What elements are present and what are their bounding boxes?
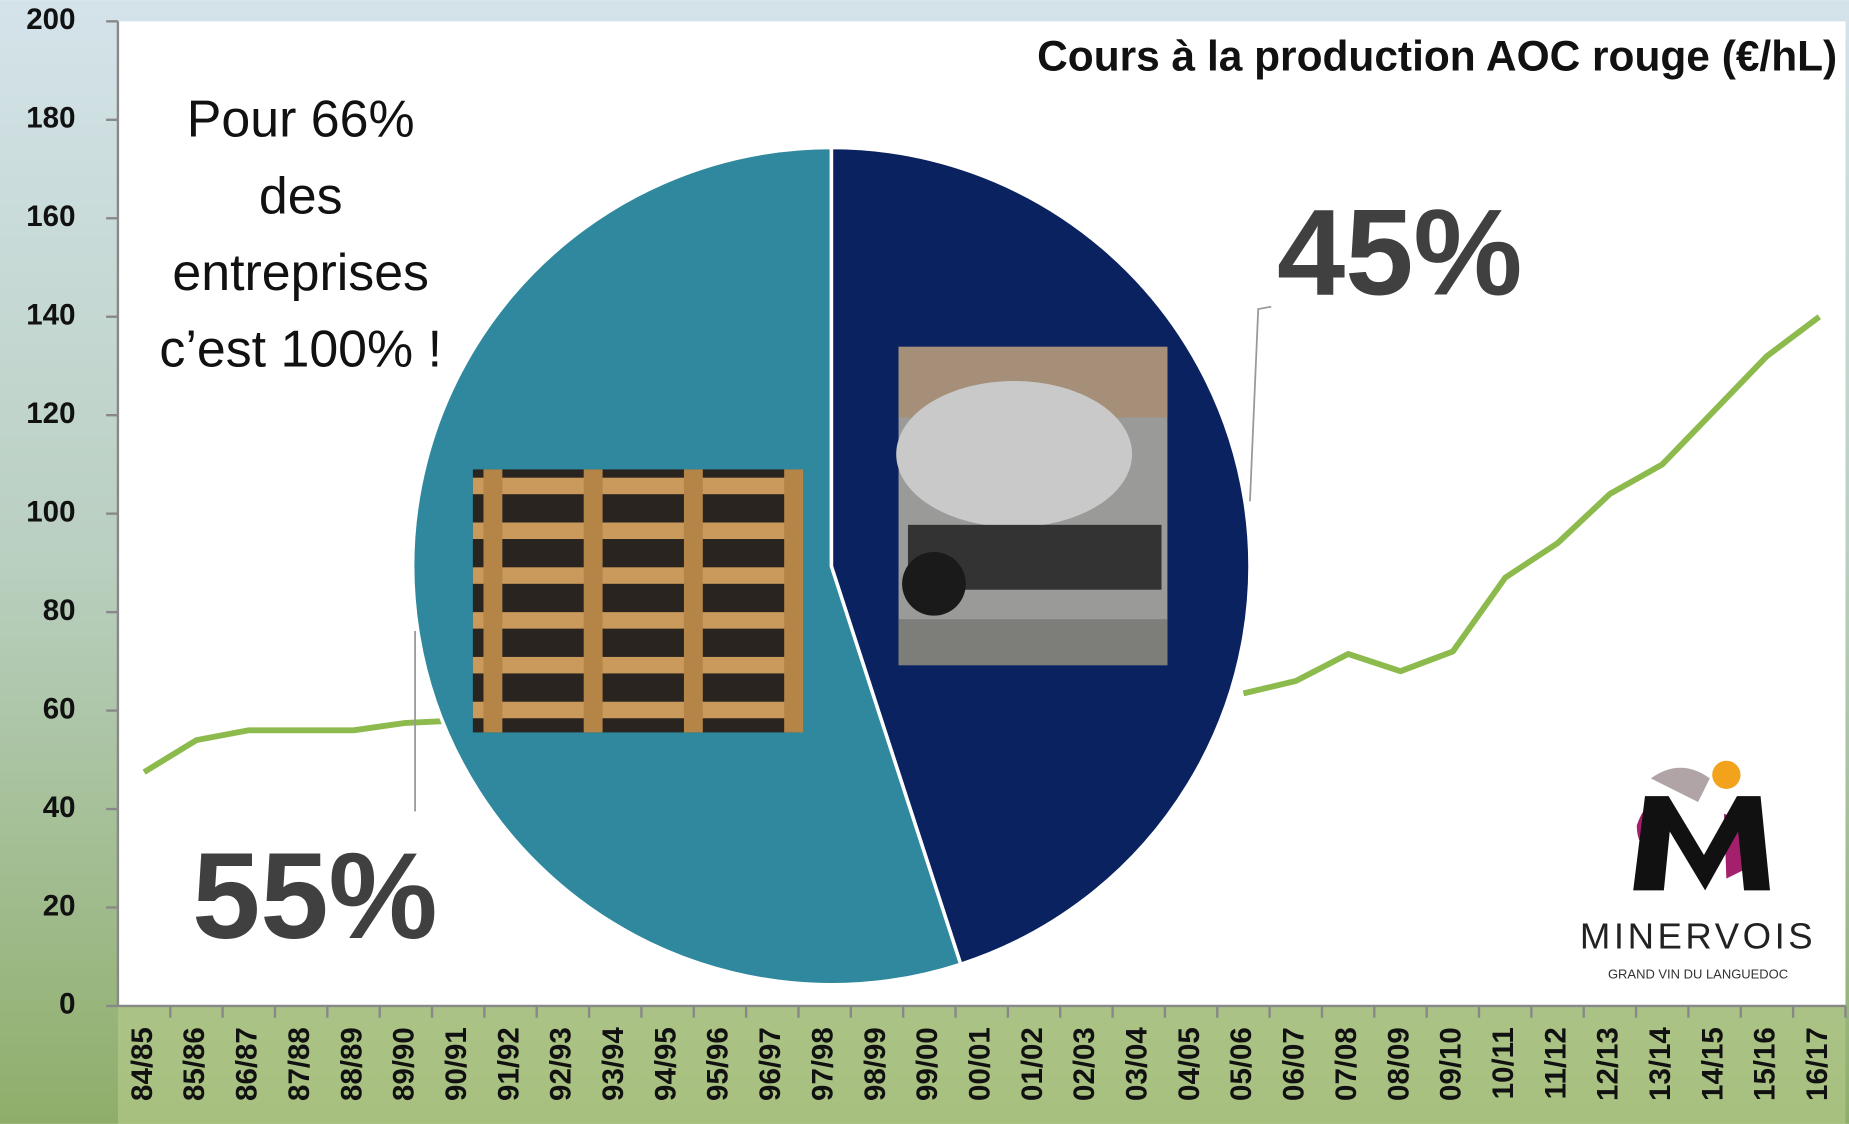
x-tick-label: 07/08 xyxy=(1330,1027,1363,1101)
x-tick-label: 98/99 xyxy=(859,1027,892,1101)
logo-name: MINERVOIS xyxy=(1580,915,1816,956)
x-tick-label: 05/06 xyxy=(1225,1027,1258,1101)
x-tick-label: 03/04 xyxy=(1121,1027,1154,1101)
x-tick-label: 87/88 xyxy=(283,1027,316,1101)
x-tick-label: 84/85 xyxy=(126,1027,159,1101)
x-tick-label: 92/93 xyxy=(545,1027,578,1101)
x-tick-label: 85/86 xyxy=(178,1027,211,1101)
crate-slat xyxy=(473,612,797,629)
y-tick-label: 100 xyxy=(26,495,75,528)
x-tick-label: 02/03 xyxy=(1068,1027,1101,1101)
x-tick-label: 97/98 xyxy=(806,1027,839,1101)
x-tick-label: 90/91 xyxy=(440,1027,473,1101)
crate-slat xyxy=(473,522,797,539)
y-tick-label: 180 xyxy=(26,102,75,135)
y-tick-label: 60 xyxy=(43,692,76,725)
x-tick-label: 89/90 xyxy=(388,1027,421,1101)
x-tick-label: 09/10 xyxy=(1435,1027,1468,1101)
crate-post xyxy=(784,469,803,732)
crate-photo xyxy=(473,469,797,732)
crate-slat xyxy=(473,657,797,674)
crate-slat xyxy=(473,478,797,495)
y-tick-label: 200 xyxy=(26,3,75,36)
crate-slat xyxy=(473,702,797,719)
x-tick-label: 88/89 xyxy=(335,1027,368,1101)
x-tick-label: 93/94 xyxy=(597,1027,630,1101)
y-tick-label: 20 xyxy=(43,889,76,922)
x-tick-label: 91/92 xyxy=(492,1027,525,1101)
y-tick-label: 0 xyxy=(59,988,75,1021)
crate-post xyxy=(584,469,603,732)
truck-ground xyxy=(899,619,1168,665)
annotation-line: Pour 66% xyxy=(187,89,415,147)
annotation-line: c’est 100% ! xyxy=(159,319,442,377)
y-tick-label: 80 xyxy=(43,594,76,627)
x-tick-label: 01/02 xyxy=(1016,1027,1049,1101)
x-tick-label: 11/12 xyxy=(1539,1027,1572,1099)
x-tick-label: 95/96 xyxy=(702,1027,735,1101)
x-tick-label: 04/05 xyxy=(1173,1027,1206,1101)
chart-title: Cours à la production AOC rouge (€/hL) xyxy=(1037,32,1837,79)
pie-value-label: 45% xyxy=(1277,183,1522,320)
crate-post xyxy=(483,469,502,732)
logo-tagline: GRAND VIN DU LANGUEDOC xyxy=(1608,967,1788,982)
crate-slat xyxy=(473,567,797,584)
annotation-line: des xyxy=(259,166,343,224)
x-tick-label: 14/15 xyxy=(1696,1027,1729,1101)
page: {"chart_data": [ {"type": "line", "title… xyxy=(0,0,1849,1124)
y-tick-label: 160 xyxy=(26,200,75,233)
logo-dot xyxy=(1712,761,1740,789)
x-tick-label: 10/11 xyxy=(1487,1027,1520,1099)
y-tick-label: 40 xyxy=(43,791,76,824)
x-tick-label: 00/01 xyxy=(963,1027,996,1101)
x-tick-label: 94/95 xyxy=(649,1027,682,1101)
annotation-line: entreprises xyxy=(172,243,429,301)
chart: Cours à la production AOC rouge (€/hL) 0… xyxy=(0,0,1849,1124)
x-tick-label: 12/13 xyxy=(1592,1027,1625,1101)
x-tick-label: 96/97 xyxy=(754,1027,787,1101)
truck-wheel xyxy=(902,552,966,616)
x-tick-label: 06/07 xyxy=(1278,1027,1311,1101)
y-tick-label: 140 xyxy=(26,299,75,332)
x-tick-label: 08/09 xyxy=(1382,1027,1415,1101)
truck-tank xyxy=(896,381,1132,527)
y-tick-label: 120 xyxy=(26,397,75,430)
x-tick-label: 99/00 xyxy=(911,1027,944,1101)
x-tick-label: 15/16 xyxy=(1749,1027,1782,1101)
x-tick-label: 13/14 xyxy=(1644,1027,1677,1101)
x-tick-label: 16/17 xyxy=(1801,1027,1834,1101)
crate-post xyxy=(684,469,703,732)
pie-value-label: 55% xyxy=(192,827,437,964)
x-tick-label: 86/87 xyxy=(231,1027,264,1101)
